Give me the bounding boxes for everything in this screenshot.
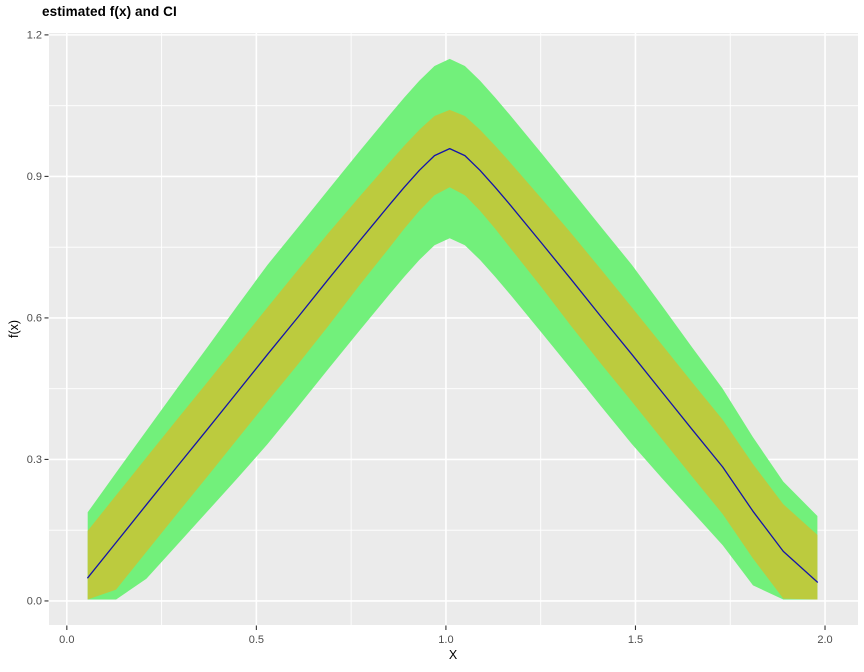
y-tick-label: 0.0 <box>27 596 42 608</box>
x-tick-label: 2.0 <box>817 634 832 646</box>
x-tick-label: 0.5 <box>249 634 264 646</box>
y-axis-title: f(x) <box>7 319 21 339</box>
y-tick-label: 1.2 <box>27 30 42 42</box>
inner-ci-band <box>87 109 818 600</box>
x-tick-label: 0.0 <box>59 634 74 646</box>
estimate-line <box>87 147 819 583</box>
chart-title: estimated f(x) and CI <box>42 4 177 19</box>
x-tick-label: 1.5 <box>628 634 643 646</box>
x-tick-label: 1.0 <box>438 634 453 646</box>
x-axis-title: X <box>448 648 458 662</box>
y-tick-label: 0.9 <box>27 171 42 183</box>
y-tick-label: 0.6 <box>27 313 42 325</box>
y-tick-label: 0.3 <box>27 454 42 466</box>
